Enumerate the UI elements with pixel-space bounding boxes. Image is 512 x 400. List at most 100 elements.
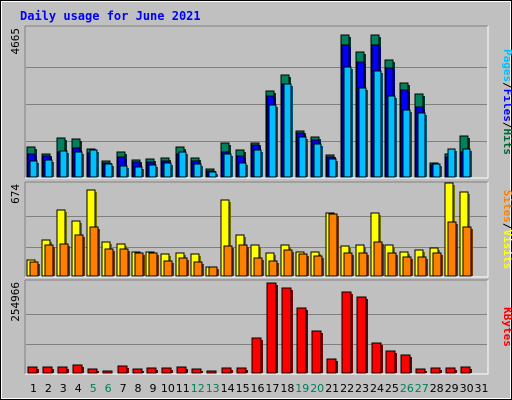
- legend-visits: Visits: [501, 230, 512, 270]
- chart-title: Daily usage for June 2021: [20, 9, 201, 23]
- bar-pages-day-28: [432, 163, 442, 178]
- bar-pages-day-7: [119, 165, 129, 178]
- panels: 4665 Pages/Files/Hits 674 Sites/Visits 25496…: [9, 25, 512, 375]
- bar-pages-day-5: [89, 149, 99, 178]
- axis-max-label: 4665: [9, 28, 22, 55]
- bar-pages-day-15: [238, 162, 248, 178]
- bar-sites-day-9: [148, 252, 159, 277]
- x-tick-label-day-18: 18: [280, 382, 294, 395]
- bar-kbytes-day-14: [221, 367, 233, 374]
- x-tick-label-day-6: 6: [105, 382, 112, 395]
- bar-kbytes-day-27: [415, 368, 427, 374]
- bar-pages-day-12: [193, 163, 203, 178]
- x-tick-label-day-3: 3: [60, 382, 67, 395]
- series-legend-label: Sites/Visits: [501, 190, 512, 270]
- bar-pages-day-11: [178, 151, 188, 178]
- bar-kbytes-day-13: [206, 370, 217, 374]
- x-tick-label-day-12: 12: [191, 382, 205, 395]
- bar-kbytes-day-10: [161, 367, 173, 374]
- legend-hits: Hits: [501, 129, 512, 156]
- x-tick-label-day-2: 2: [45, 382, 52, 395]
- bar-kbytes-day-15: [236, 367, 248, 374]
- bar-sites-day-15: [238, 244, 249, 277]
- bar-kbytes-day-22: [341, 291, 353, 374]
- legend-files: Files: [501, 89, 512, 122]
- bar-pages-day-18: [283, 83, 293, 178]
- bar-kbytes-day-5: [87, 368, 99, 374]
- bar-sites-day-8: [134, 252, 145, 277]
- bar-sites-day-4: [74, 234, 85, 277]
- bar-pages-day-24: [373, 70, 383, 178]
- series-legend-label: Pages/Files/Hits: [501, 49, 512, 155]
- panel-hits_files_pages: 4665 Pages/Files/Hits: [9, 25, 512, 179]
- bar-sites-day-13: [208, 266, 219, 277]
- bar-kbytes-day-24: [371, 342, 383, 374]
- bar-pages-day-27: [417, 112, 427, 178]
- x-tick-label-day-1: 1: [30, 382, 37, 395]
- legend-kbytes: KBytes: [501, 307, 512, 347]
- x-axis-labels: 1 2 3 4 5 6 7 8 9 10 11 12 13 14 15 16 17 18 19 20 21 22 23 24 2…: [30, 382, 489, 395]
- axis-max-label: 254966: [9, 282, 22, 322]
- bar-pages-day-17: [268, 104, 278, 178]
- bar-pages-day-20: [313, 143, 323, 178]
- x-tick-label-day-29: 29: [445, 382, 459, 395]
- bar-kbytes-day-25: [385, 350, 397, 374]
- x-tick-label-day-4: 4: [75, 382, 82, 395]
- bar-pages-day-19: [298, 136, 308, 178]
- bar-sites-day-2: [44, 244, 55, 277]
- bar-pages-day-4: [74, 151, 84, 178]
- bar-sites-day-26: [402, 256, 413, 277]
- x-tick-label-day-21: 21: [325, 382, 339, 395]
- bar-sites-day-30: [462, 226, 473, 277]
- bar-sites-day-12: [193, 261, 204, 277]
- x-tick-label-day-5: 5: [90, 382, 97, 395]
- x-tick-label-day-30: 30: [460, 382, 474, 395]
- bar-pages-day-9: [148, 164, 158, 178]
- bar-pages-day-10: [163, 162, 173, 178]
- bar-sites-day-1: [29, 261, 40, 277]
- bar-kbytes-day-16: [251, 337, 263, 374]
- bar-kbytes-day-28: [430, 367, 442, 374]
- bar-sites-day-14: [223, 245, 234, 277]
- bar-sites-day-24: [373, 241, 384, 277]
- bar-pages-day-16: [253, 149, 263, 178]
- bar-sites-day-20: [313, 255, 324, 277]
- x-tick-label-day-16: 16: [251, 382, 265, 395]
- bar-sites-day-23: [358, 252, 369, 277]
- bar-sites-day-11: [178, 257, 189, 277]
- x-tick-label-day-10: 10: [161, 382, 175, 395]
- bar-kbytes-day-18: [281, 287, 293, 374]
- x-tick-label-day-27: 27: [415, 382, 429, 395]
- bar-pages-day-3: [59, 150, 69, 178]
- bar-sites-day-29: [447, 221, 458, 277]
- bar-kbytes-day-11: [176, 366, 188, 374]
- x-tick-label-day-25: 25: [385, 382, 399, 395]
- bar-sites-day-16: [253, 257, 264, 277]
- x-tick-label-day-28: 28: [430, 382, 444, 395]
- bar-sites-day-28: [432, 252, 443, 277]
- x-tick-label-day-17: 17: [265, 382, 279, 395]
- bar-kbytes-day-7: [117, 365, 129, 374]
- x-tick-label-day-8: 8: [135, 382, 142, 395]
- x-tick-label-day-24: 24: [370, 382, 384, 395]
- bar-kbytes-day-1: [27, 366, 39, 374]
- bar-kbytes-day-6: [102, 370, 113, 374]
- panel-visits_sites: 674 Sites/Visits: [9, 181, 512, 278]
- bar-sites-day-22: [343, 252, 354, 277]
- bar-kbytes-day-2: [42, 366, 54, 374]
- x-tick-label-day-9: 9: [150, 382, 157, 395]
- x-tick-label-day-13: 13: [206, 382, 220, 395]
- bar-sites-day-17: [268, 260, 279, 277]
- bar-kbytes-day-21: [326, 358, 338, 374]
- bar-sites-day-27: [417, 256, 428, 277]
- series-legend-label: KBytes: [501, 307, 512, 347]
- x-tick-label-day-14: 14: [221, 382, 235, 395]
- bar-sites-day-25: [387, 252, 398, 277]
- bar-kbytes-day-30: [460, 366, 472, 374]
- bar-kbytes-day-4: [72, 364, 84, 374]
- x-tick-label-day-11: 11: [176, 382, 190, 395]
- bar-pages-day-21: [328, 158, 338, 178]
- x-tick-label-day-26: 26: [400, 382, 414, 395]
- bar-pages-day-6: [104, 163, 114, 178]
